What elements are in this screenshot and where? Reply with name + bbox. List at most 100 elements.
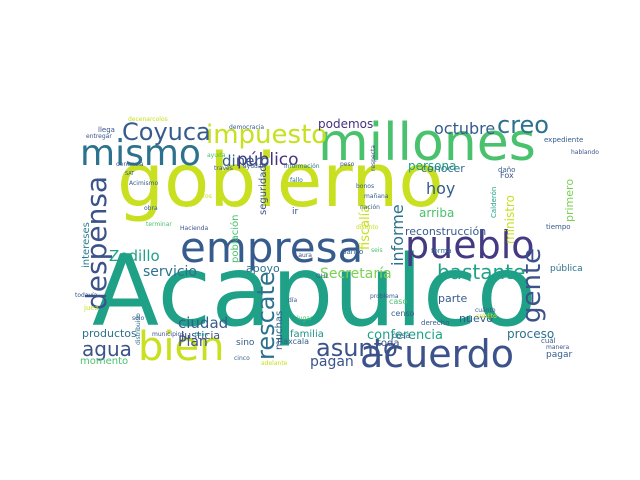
cloud-word: manera (546, 344, 569, 351)
cloud-word: bastante (437, 260, 525, 284)
cloud-word: gobierno (117, 138, 444, 224)
cloud-word: reconstrucción (405, 225, 486, 238)
cloud-word: SAT (125, 171, 135, 177)
cloud-word: obra (144, 205, 158, 212)
cloud-word: impuesto (206, 120, 327, 150)
cloud-word: hablando (571, 149, 599, 156)
cloud-word: peso (340, 161, 355, 168)
cloud-word: acuerdo (360, 332, 514, 376)
cloud-word: Calderón (490, 187, 498, 218)
cloud-word: Tlaxcala (275, 337, 309, 346)
cloud-word: censo (391, 309, 415, 318)
cloud-word: bonos (356, 183, 374, 190)
cloud-word: millones (318, 113, 536, 173)
cloud-word: ir (292, 207, 299, 217)
cloud-word: rescate (252, 271, 280, 360)
cloud-word: gente (517, 248, 547, 323)
cloud-word: Justicia (180, 329, 220, 342)
cloud-word: creo (497, 111, 549, 139)
cloud-word: banco (342, 248, 363, 256)
cloud-word: Hacienda (180, 225, 208, 232)
cloud-word: Acapulco (92, 235, 537, 349)
cloud-word: terminar (146, 221, 172, 228)
cloud-word: Laura (295, 252, 312, 259)
cloud-word: ayuda (207, 152, 226, 159)
cloud-word: Plan (178, 334, 208, 350)
cloud-word: servicio (143, 264, 197, 280)
cloud-word: día (288, 297, 297, 304)
cloud-word: parte (438, 292, 468, 305)
cloud-word: decenarcolos (128, 116, 168, 123)
cloud-word: octubre (434, 119, 495, 138)
cloud-word: población (229, 215, 241, 263)
cloud-word: conferencia (367, 328, 443, 343)
cloud-word: distinto (356, 224, 379, 231)
cloud-word: nuevo (459, 312, 493, 325)
cloud-word: toda (377, 338, 400, 349)
cloud-word: pueblo (405, 223, 535, 267)
cloud-word: juez (83, 304, 99, 312)
cloud-word: OHL (316, 273, 329, 280)
cloud-word: dinero (222, 152, 269, 170)
cloud-word: adelante (261, 360, 288, 367)
cloud-word: apoyo (246, 262, 280, 275)
cloud-word: momento (80, 356, 128, 367)
cloud-word: caso (389, 297, 407, 306)
cloud-word: primero (563, 179, 576, 222)
cloud-word: pagan (310, 354, 354, 370)
cloud-word: denuncia (116, 161, 144, 168)
cloud-word: Zedillo (109, 247, 160, 265)
cloud-word: seguridad (258, 165, 269, 215)
cloud-word: democracia (229, 124, 264, 131)
cloud-word: podemos (318, 117, 373, 131)
cloud-word: proceso (507, 327, 554, 341)
cloud-word: público (237, 150, 299, 170)
cloud-word: Coyuca (122, 118, 211, 146)
cloud-word: hoy (426, 179, 455, 198)
cloud-word: mismo (80, 133, 201, 174)
cloud-word: forma (431, 247, 452, 255)
cloud-word: nación (360, 204, 380, 211)
cloud-word: intereses (81, 222, 92, 268)
cloud-word: crédito (476, 313, 497, 320)
cloud-word: través (214, 165, 233, 172)
cloud-word: ayudar (243, 163, 265, 170)
cloud-word: despensa (80, 176, 113, 310)
cloud-word: Fox (500, 171, 514, 180)
cloud-word: cuánto (475, 307, 496, 314)
cloud-word: pública (550, 264, 583, 274)
cloud-word: seis (371, 247, 383, 254)
cloud-word: llega (98, 126, 115, 134)
cloud-word: arriba (419, 206, 454, 220)
cloud-word: Acimismo (129, 180, 158, 187)
cloud-word: lugar (297, 315, 313, 322)
cloud-word: cosa (392, 331, 410, 340)
cloud-word: empresa (180, 223, 363, 272)
cloud-word: tiempo (546, 223, 571, 231)
cloud-word: municipios (152, 331, 184, 338)
cloud-word: muchas (274, 311, 285, 350)
cloud-word: ministro (503, 195, 517, 244)
cloud-word: fallo (290, 177, 303, 184)
cloud-word: litros (197, 193, 212, 200)
cloud-word: bien (138, 324, 224, 370)
cloud-word: sino (236, 338, 255, 348)
cloud-word: daño (498, 166, 515, 174)
cloud-word: Buen (195, 332, 208, 338)
cloud-word: Secretaría (320, 266, 392, 282)
cloud-word: pagar (546, 350, 572, 360)
cloud-word: problema (370, 293, 399, 300)
cloud-word: familia (290, 329, 324, 340)
cloud-word: mañana (364, 193, 389, 200)
cloud-word: sólo (132, 315, 144, 322)
cloud-word: informe (388, 204, 407, 266)
cloud-word: información (284, 163, 320, 170)
cloud-word: ciudad (178, 314, 228, 332)
cloud-word: respecta (370, 145, 377, 171)
cloud-word: persona (408, 159, 457, 173)
cloud-word: conocer (421, 162, 465, 175)
cloud-word: asunto (316, 334, 398, 362)
cloud-word: todavía (75, 292, 98, 299)
cloud-word: productos (82, 327, 137, 340)
